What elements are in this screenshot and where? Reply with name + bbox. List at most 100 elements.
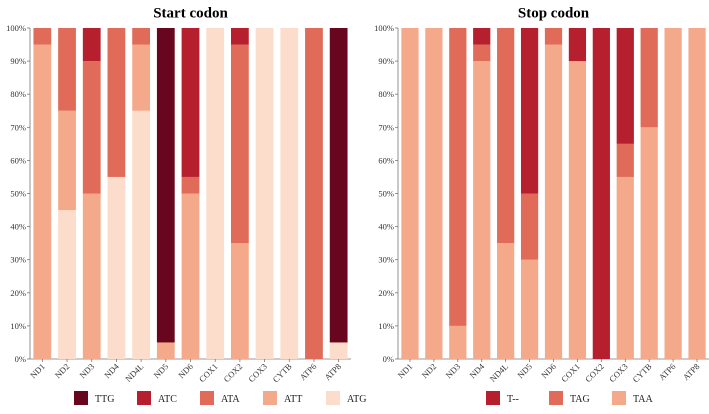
x-tick-label: ATP8 <box>322 361 343 382</box>
bar-segment-nd5-att <box>156 342 175 359</box>
bar-segment-nd5-taa <box>520 259 539 359</box>
bar-segment-nd3-att <box>82 193 101 359</box>
x-tick-label: COX2 <box>583 361 606 384</box>
y-tick-label: 0% <box>383 354 394 364</box>
legend-swatch-txx <box>486 391 500 405</box>
y-tick-label: 40% <box>378 222 394 232</box>
legend-swatch-taa <box>612 391 626 405</box>
bar-segment-nd4l-taa <box>497 243 515 359</box>
bar-segment-cox2-att <box>230 243 249 359</box>
bar-segment-nd3-ata <box>82 61 101 194</box>
legend-label: ATG <box>347 394 366 405</box>
y-tick-label: 100% <box>374 23 394 33</box>
y-tick-label: 50% <box>10 189 26 199</box>
y-tick-label: 50% <box>378 189 394 199</box>
bar-segment-atp6-ata <box>305 28 323 359</box>
bar-segment-atp8-taa <box>688 28 706 359</box>
x-tick-label: ATP8 <box>681 361 702 382</box>
bar-segment-cox1-atg <box>206 28 225 359</box>
bar-segment-nd1-taa <box>401 28 419 359</box>
bar-segment-nd4-ata <box>107 28 126 177</box>
bar-segment-nd3-atc <box>82 28 101 62</box>
bar-segment-nd2-atg <box>58 210 76 359</box>
bar-segment-cytb-tag <box>640 28 658 128</box>
x-tick-label: CYTB <box>631 361 654 384</box>
legend-label: TAA <box>633 394 654 405</box>
bar-segment-cox2-ata <box>230 44 249 244</box>
bar-segment-nd5-ttg <box>156 28 175 343</box>
legend-swatch-ata <box>200 391 214 405</box>
x-tick-label: CYTB <box>271 361 294 384</box>
x-tick-label: COX1 <box>559 361 582 384</box>
x-tick-label: ND3 <box>443 361 462 380</box>
y-tick-label: 10% <box>10 321 26 331</box>
x-tick-label: ND3 <box>77 361 96 380</box>
x-tick-label: ATP6 <box>657 361 678 382</box>
y-tick-label: 30% <box>10 255 26 265</box>
bar-segment-nd5-tag <box>520 193 539 260</box>
x-tick-label: ND5 <box>515 361 534 380</box>
y-tick-label: 0% <box>15 354 26 364</box>
bar-segment-atp8-ttg <box>329 28 348 343</box>
legend: TTG ATC ATA ATT ATG <box>74 391 366 405</box>
y-tick-label: 60% <box>10 155 26 165</box>
bar-segment-nd4-tag <box>473 44 491 62</box>
bar-segment-cox3-atg <box>255 28 274 359</box>
x-tick-label: ND5 <box>151 361 170 380</box>
chart-title: Stop codon <box>518 5 590 21</box>
bar-segment-nd6-taa <box>544 44 563 360</box>
x-tick-label: ND6 <box>539 361 558 380</box>
legend-label: TTG <box>95 394 114 405</box>
x-tick-label: ND1 <box>28 361 47 380</box>
x-tick-label: COX3 <box>246 361 269 384</box>
bar-segment-nd2-ata <box>58 28 76 111</box>
y-tick-label: 40% <box>10 222 26 232</box>
bar-segment-cox1-taa <box>568 61 587 359</box>
y-tick-label: 30% <box>378 255 394 265</box>
bar-segment-nd6-tag <box>544 28 563 45</box>
legend-swatch-att <box>263 391 277 405</box>
chart-panel-stop-codon: Stop codon 0% 10% 20% 30% 40% 50% 60% 70% 80% 90% 1… <box>374 5 709 405</box>
x-tick-label: ND1 <box>396 361 415 380</box>
x-tick-label: COX3 <box>607 361 630 384</box>
bar-segment-nd6-ata <box>181 176 200 194</box>
bar-segment-cox3-tag <box>616 143 634 177</box>
x-tick-label: ND6 <box>176 361 195 380</box>
bar-segment-nd6-att <box>181 193 200 359</box>
x-tick-label: ND2 <box>53 361 72 380</box>
y-tick-label: 70% <box>10 122 26 132</box>
x-tick-label: ND2 <box>420 361 439 380</box>
legend-label: ATC <box>158 394 177 405</box>
bar-segment-cox2-atc <box>230 28 249 45</box>
x-tick-label: ATP6 <box>298 361 319 382</box>
bar-segment-nd1-ata <box>33 28 52 45</box>
bar-segment-cytb-atg <box>280 28 299 359</box>
legend: T-- TAG TAA <box>486 391 654 405</box>
bar-segment-nd4-taa <box>473 61 491 359</box>
chart-title: Start codon <box>153 5 228 21</box>
legend-swatch-tag <box>549 391 563 405</box>
y-tick-label: 80% <box>10 89 26 99</box>
x-tick-label: COX1 <box>197 361 220 384</box>
bar-segment-nd4l-atg <box>132 110 151 359</box>
legend-swatch-atc <box>137 391 151 405</box>
x-tick-label: ND4L <box>123 361 145 383</box>
legend-label: ATT <box>284 394 302 405</box>
x-tick-label: COX2 <box>222 361 245 384</box>
legend-label: TAG <box>570 394 590 405</box>
y-tick-label: 70% <box>378 122 394 132</box>
legend-swatch-ttg <box>74 391 88 405</box>
legend-label: ATA <box>221 394 240 405</box>
chart-panel-start-codon: Start codon 0% 10% 20% 30% 40% 50% 60% 70% 80% 90%… <box>6 5 366 405</box>
y-tick-label: 20% <box>378 288 394 298</box>
y-tick-label: 10% <box>378 321 394 331</box>
bar-segment-nd6-atc <box>181 28 200 177</box>
bar-segment-nd4l-tag <box>497 28 515 244</box>
bar-segment-cox3-txx <box>616 28 634 144</box>
bar-segment-cox1-txx <box>568 28 587 62</box>
bar-segment-nd4-atg <box>107 176 126 359</box>
bar-segment-nd4l-ata <box>132 28 151 45</box>
legend-swatch-atg <box>326 391 340 405</box>
legend-label: T-- <box>507 394 519 405</box>
bar-segment-atp8-atg <box>329 342 348 359</box>
